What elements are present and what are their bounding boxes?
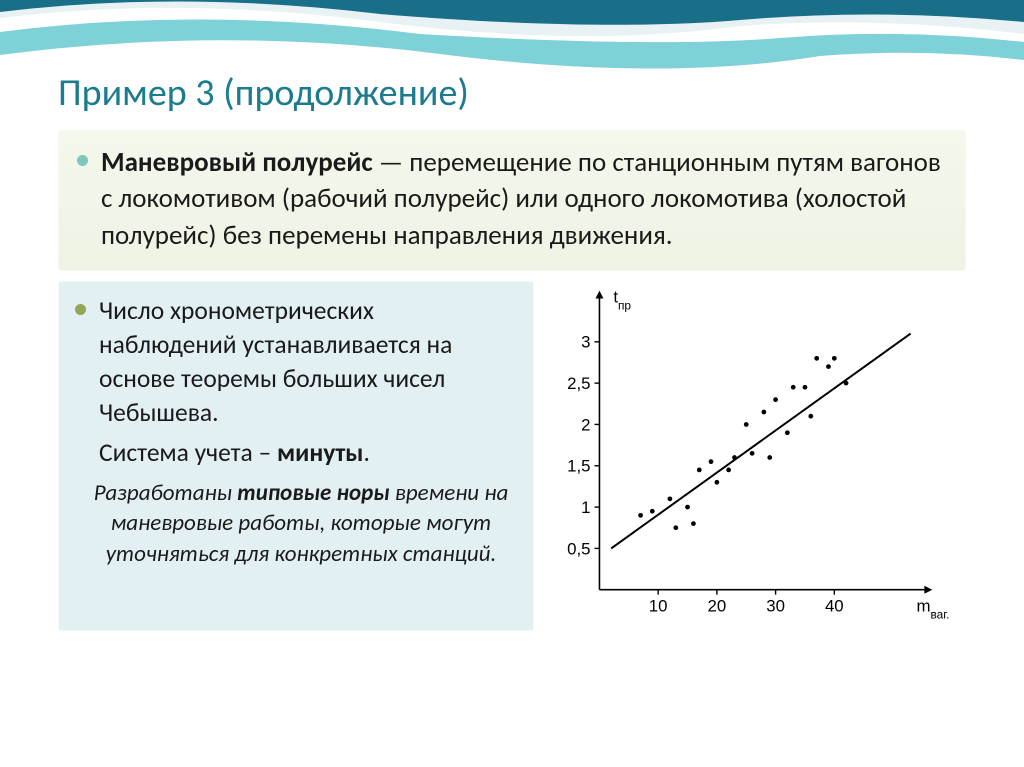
svg-text:tпр: tпр	[613, 288, 631, 313]
svg-text:1: 1	[581, 498, 590, 517]
p3-b: типовые норы	[237, 479, 389, 507]
notes-p2: Система учета – минуты.	[79, 436, 515, 470]
notes-box: Число хронометрических наблюдений устана…	[58, 281, 534, 631]
svg-text:mваг.: mваг.	[916, 597, 949, 622]
svg-text:30: 30	[766, 597, 785, 616]
svg-text:20: 20	[708, 597, 727, 616]
decorative-wave	[0, 0, 1024, 75]
p2-c: .	[363, 437, 369, 468]
svg-text:10: 10	[649, 597, 668, 616]
bullet-icon	[75, 304, 86, 315]
svg-text:40: 40	[825, 597, 844, 616]
scatter-chart: 0,5 1 1,5 2 2,5 3 10 20 30 40 tпр mваг.	[542, 281, 968, 631]
svg-text:2,5: 2,5	[567, 374, 590, 393]
definition-box: Маневровый полурейс — перемещение по ста…	[58, 130, 966, 271]
definition-text: Маневровый полурейс — перемещение по ста…	[101, 145, 945, 254]
svg-text:0,5: 0,5	[567, 540, 590, 559]
slide-title: Пример 3 (продолжение)	[58, 70, 968, 116]
p3-a: Разработаны	[94, 479, 238, 507]
lower-row: Число хронометрических наблюдений устана…	[58, 281, 968, 631]
p2-b: минуты	[277, 437, 363, 468]
p2-a: Система учета –	[99, 437, 277, 468]
svg-text:3: 3	[581, 333, 590, 352]
svg-text:1,5: 1,5	[567, 457, 590, 476]
bullet-icon	[77, 155, 88, 166]
notes-p1: Число хронометрических наблюдений устана…	[99, 294, 515, 430]
term-bold: Маневровый полурейс	[101, 146, 373, 179]
chart-svg: 0,5 1 1,5 2 2,5 3 10 20 30 40 tпр mваг.	[542, 281, 968, 631]
svg-text:2: 2	[581, 416, 590, 435]
notes-p3: Разработаны типовые норы времени на мане…	[87, 478, 515, 570]
slide-content: Пример 3 (продолжение) Маневровый полуре…	[58, 70, 968, 631]
